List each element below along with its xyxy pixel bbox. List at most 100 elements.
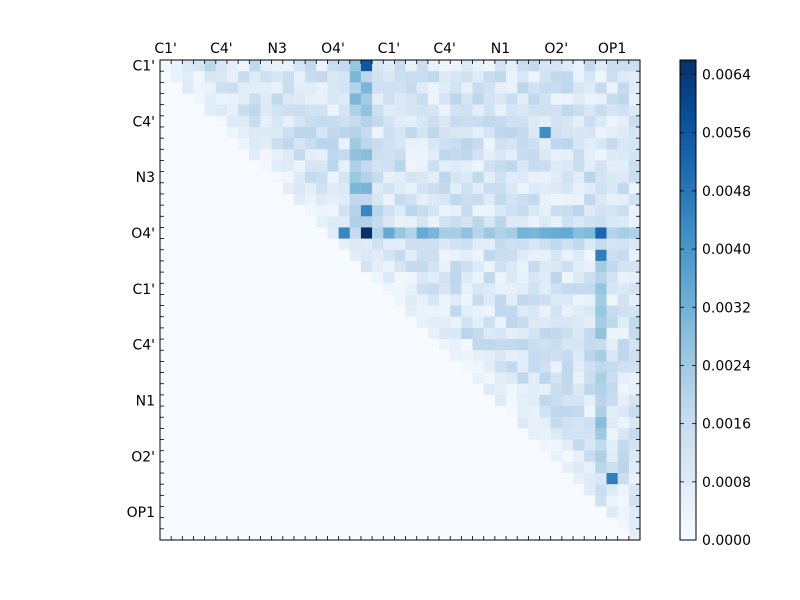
- heatmap-cell: [182, 305, 194, 318]
- heatmap-cell: [293, 506, 306, 518]
- heatmap-cell: [271, 361, 284, 373]
- heatmap-cell: [584, 272, 596, 284]
- heatmap-cell: [606, 517, 618, 530]
- heatmap-cell: [405, 473, 418, 485]
- heatmap-cell: [249, 316, 261, 329]
- heatmap-cell: [517, 394, 529, 407]
- heatmap-cell: [494, 450, 507, 463]
- x-tick-label: C4': [210, 41, 233, 57]
- heatmap-cell: [360, 428, 373, 440]
- heatmap-cell: [494, 238, 507, 251]
- heatmap-cell: [439, 227, 451, 239]
- heatmap-cell: [461, 394, 473, 407]
- heatmap-cell: [360, 71, 373, 83]
- heatmap-cell: [372, 461, 384, 474]
- heatmap-cell: [160, 495, 172, 507]
- heatmap-cell: [628, 60, 641, 72]
- heatmap-cell: [584, 216, 596, 228]
- heatmap-cell: [282, 138, 295, 150]
- heatmap-cell: [327, 138, 339, 150]
- heatmap-cell: [215, 238, 228, 251]
- heatmap-cell: [394, 193, 406, 206]
- heatmap-cell: [606, 383, 618, 396]
- heatmap-cell: [439, 428, 451, 440]
- heatmap-cell: [316, 350, 328, 362]
- heatmap-cell: [260, 260, 272, 273]
- heatmap-cell: [472, 71, 485, 83]
- heatmap-cell: [316, 383, 328, 396]
- heatmap-cell: [461, 126, 473, 139]
- heatmap-cell: [327, 160, 339, 172]
- heatmap-cell: [316, 406, 328, 418]
- heatmap-cell: [550, 461, 563, 474]
- heatmap-cell: [226, 171, 239, 184]
- heatmap-cell: [293, 528, 306, 541]
- heatmap-cell: [595, 216, 607, 228]
- heatmap-cell: [338, 272, 351, 284]
- heatmap-cell: [349, 439, 362, 451]
- heatmap-cell: [506, 138, 518, 150]
- heatmap-cell: [506, 439, 518, 451]
- heatmap-cell: [204, 316, 217, 329]
- heatmap-cell: [360, 316, 373, 329]
- heatmap-cell: [539, 428, 551, 440]
- heatmap-cell: [472, 450, 485, 463]
- heatmap-cell: [360, 149, 373, 161]
- heatmap-cell: [617, 82, 630, 94]
- heatmap-cell: [282, 372, 295, 385]
- heatmap-cell: [327, 205, 339, 217]
- heatmap-cell: [182, 294, 194, 306]
- heatmap-cell: [182, 316, 194, 329]
- heatmap-cell: [282, 394, 295, 407]
- heatmap-cell: [327, 372, 339, 385]
- heatmap-cell: [617, 160, 630, 172]
- heatmap-cell: [617, 138, 630, 150]
- heatmap-cell: [327, 149, 339, 161]
- heatmap-cell: [573, 350, 585, 362]
- heatmap-cell: [483, 428, 496, 440]
- heatmap-cell: [305, 238, 317, 251]
- heatmap-cell: [427, 439, 440, 451]
- heatmap-cell: [483, 305, 496, 318]
- heatmap-cell: [160, 283, 172, 295]
- heatmap-cell: [360, 283, 373, 295]
- heatmap-cell: [606, 138, 618, 150]
- heatmap-cell: [305, 528, 317, 541]
- heatmap-cell: [160, 60, 172, 72]
- heatmap-cell: [405, 171, 418, 184]
- heatmap-cell: [539, 406, 551, 418]
- heatmap-cell: [539, 517, 551, 530]
- heatmap-cell: [461, 93, 473, 105]
- heatmap-cell: [561, 104, 574, 117]
- heatmap-cell: [204, 461, 217, 474]
- heatmap-cell: [193, 283, 205, 295]
- heatmap-cell: [316, 473, 328, 485]
- heatmap-cell: [226, 417, 239, 429]
- heatmap-cell: [606, 193, 618, 206]
- heatmap-cell: [204, 104, 217, 117]
- heatmap-cell: [215, 417, 228, 429]
- heatmap-cell: [561, 350, 574, 362]
- heatmap-cell: [238, 227, 250, 239]
- heatmap-cell: [349, 484, 362, 496]
- heatmap-cell: [550, 182, 563, 195]
- heatmap-cell: [461, 272, 473, 284]
- heatmap-cell: [305, 372, 317, 385]
- heatmap-cell: [595, 473, 607, 485]
- heatmap-cell: [204, 372, 217, 385]
- y-tick-label: N3: [136, 170, 155, 186]
- heatmap-cell: [193, 517, 205, 530]
- heatmap-cell: [182, 372, 194, 385]
- heatmap-cell: [405, 305, 418, 318]
- heatmap-cell: [260, 71, 272, 83]
- heatmap-cell: [338, 126, 351, 139]
- heatmap-cell: [416, 372, 429, 385]
- heatmap-cell: [461, 260, 473, 273]
- heatmap-cell: [383, 60, 395, 72]
- heatmap-cell: [628, 260, 641, 273]
- heatmap-cell: [561, 473, 574, 485]
- heatmap-cell: [606, 461, 618, 474]
- heatmap-cell: [561, 115, 574, 128]
- heatmap-cell: [506, 93, 518, 105]
- heatmap-cell: [182, 227, 194, 239]
